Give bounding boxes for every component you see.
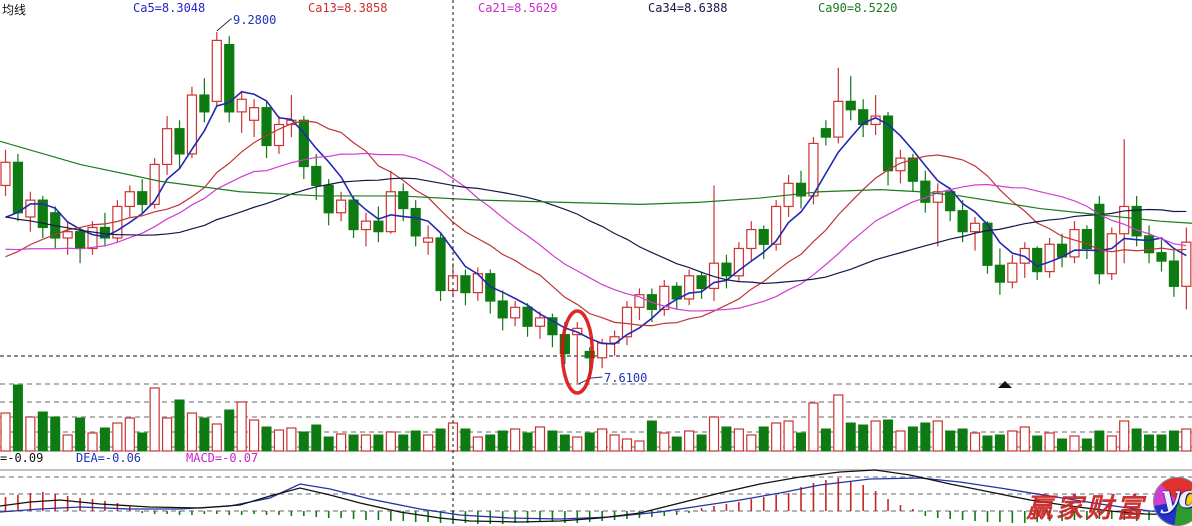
low-price-annotation: 7.6100 [604,371,648,385]
ma90-value-label: Ca90=8.5220 [818,1,898,15]
ma34-value-label: Ca34=8.6388 [648,1,728,15]
ma21-value-label: Ca21=8.5629 [478,1,558,15]
watermark-text: 赢家财富 [1026,493,1146,524]
cursor-arrow-marker [998,381,1012,388]
ma13-value-label: Ca13=8.3858 [308,1,388,15]
ma-group-label: 均线 [2,3,27,17]
dea-value-label: DEA=-0.06 [76,451,142,465]
brand-logo-icon: yc [1153,477,1192,526]
macd-values-row: =-0.09 DEA=-0.06 MACD=-0.07 [0,451,1192,465]
ma5-value-label: Ca5=8.3048 [133,1,206,15]
dif-value-label: =-0.09 [0,451,44,465]
macd-value-label: MACD=-0.07 [186,451,259,465]
ma-values-header: 均线 Ca5=8.3048 Ca13=8.3858 Ca21=8.5629 Ca… [0,1,1192,17]
high-price-annotation: 9.2800 [233,13,277,27]
